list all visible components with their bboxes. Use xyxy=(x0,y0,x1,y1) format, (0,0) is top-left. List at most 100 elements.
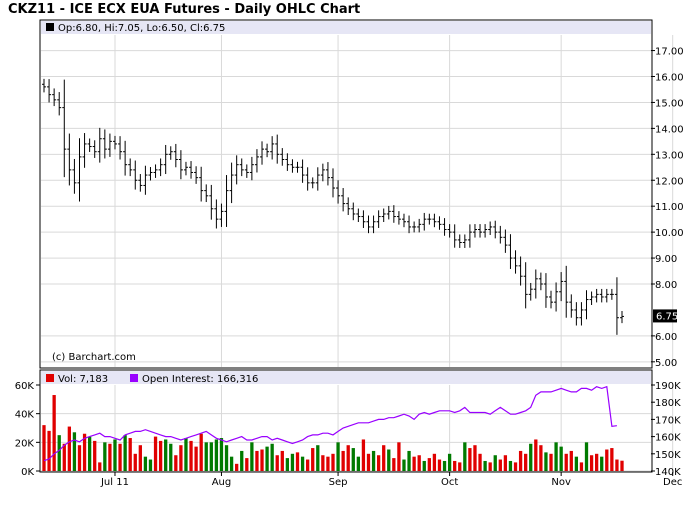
volume-bar xyxy=(437,459,442,471)
volume-bar xyxy=(331,453,335,471)
volume-bar xyxy=(148,459,153,471)
volume-bar xyxy=(336,442,340,471)
volume-bar xyxy=(158,440,163,471)
price-grid xyxy=(41,35,674,367)
open-interest-y-tick-label: 160K xyxy=(655,433,681,444)
volume-bar xyxy=(564,453,568,471)
volume-bar xyxy=(463,442,467,471)
price-y-tick-label: 11.00 xyxy=(655,202,684,213)
ohlc-bar xyxy=(381,208,386,223)
volume-bar xyxy=(544,452,548,471)
open-interest-y-tick-label: 150K xyxy=(655,450,681,461)
ohlc-bar xyxy=(579,302,584,326)
volume-bar xyxy=(62,443,66,471)
ohlc-bar xyxy=(391,205,396,223)
ohlc-bar xyxy=(376,210,381,228)
volume-bar xyxy=(503,455,508,471)
ohlc-bar xyxy=(589,291,594,306)
open-interest-line xyxy=(43,385,617,462)
ohlc-bar xyxy=(260,141,265,165)
watermark: (c) Barchart.com xyxy=(52,352,136,363)
ohlc-bar xyxy=(407,215,412,234)
volume-bar xyxy=(402,459,406,471)
ohlc-bar xyxy=(508,234,513,269)
ohlc-bar xyxy=(148,167,153,181)
volume-bar xyxy=(579,462,584,471)
ohlc-bar xyxy=(209,184,214,220)
price-legend-text: Op:6.80, Hi:7.05, Lo:6.50, Cl:6.75 xyxy=(58,23,225,34)
ohlc-bar xyxy=(609,288,614,300)
ohlc-bar xyxy=(87,138,92,152)
ohlc-bar xyxy=(118,136,123,160)
open-interest-y-axis: 190K 180K 170K 160K 150K 140K xyxy=(651,381,681,478)
ohlc-bar xyxy=(483,224,488,238)
ohlc-bar xyxy=(518,256,523,286)
ohlc-bar xyxy=(285,153,290,171)
volume-bar xyxy=(508,460,513,471)
price-y-tick-label: 14.00 xyxy=(655,124,684,135)
price-panel-frame xyxy=(39,19,653,369)
volume-bar xyxy=(620,460,624,471)
ohlc-bar xyxy=(346,197,351,216)
volume-bar xyxy=(133,453,137,471)
open-interest-y-tick-label: 190K xyxy=(655,381,681,392)
ohlc-bar xyxy=(82,133,87,168)
volume-bar xyxy=(468,448,472,471)
volume-bar xyxy=(72,432,77,471)
ohlc-bar xyxy=(361,210,366,228)
volume-bar xyxy=(77,445,82,471)
ohlc-bar xyxy=(417,218,422,233)
ohlc-bar xyxy=(214,199,219,229)
ohlc-bar xyxy=(275,134,280,164)
volume-bar xyxy=(412,456,416,471)
x-tick-label: Oct xyxy=(441,477,458,488)
ohlc-bar xyxy=(133,160,138,190)
volume-bar xyxy=(453,460,457,471)
chart-title: CKZ11 - ICE ECX EUA Futures - Daily OHLC… xyxy=(8,2,361,17)
ohlc-bar xyxy=(437,216,442,230)
volume-bar xyxy=(321,455,325,471)
volume-bar xyxy=(235,463,239,471)
ohlc-bar xyxy=(604,288,609,303)
volume-bar xyxy=(316,445,320,471)
price-y-tick-label: 5.00 xyxy=(655,358,677,369)
ohlc-bar xyxy=(92,140,97,158)
ohlc-bar xyxy=(62,79,67,178)
volume-bar xyxy=(549,453,553,471)
ohlc-bar xyxy=(168,146,173,160)
volume-bar xyxy=(458,462,462,471)
ohlc-bar xyxy=(143,165,148,195)
ohlc-bar xyxy=(315,167,320,191)
ohlc-bar xyxy=(280,148,285,166)
volume-bar xyxy=(128,438,132,471)
volume-bar xyxy=(574,456,579,471)
volume-bar xyxy=(539,445,543,471)
volume-bar xyxy=(473,445,477,471)
ohlc-bar xyxy=(574,302,579,326)
volume-y-tick-label: 60K xyxy=(15,381,35,392)
volume-bar xyxy=(382,445,386,471)
volume-y-axis: 60K 40K 20K 0K xyxy=(15,381,40,478)
volume-bar xyxy=(584,442,589,471)
volume-bar xyxy=(483,460,487,471)
ohlc-bar xyxy=(422,212,427,231)
ohlc-bar xyxy=(42,78,46,93)
volume-bar xyxy=(407,450,411,471)
ohlc-bar xyxy=(498,225,503,244)
ohlc-bar xyxy=(538,272,543,291)
volume-bar xyxy=(229,456,234,471)
ohlc-bar xyxy=(584,290,589,320)
ohlc-bar xyxy=(356,208,361,223)
ohlc-bar xyxy=(614,277,619,335)
volume-bar xyxy=(250,442,254,471)
volume-bar xyxy=(42,425,46,471)
volume-bar xyxy=(153,436,158,471)
volume-bar xyxy=(346,445,350,471)
ohlc-bar xyxy=(523,262,528,309)
ohlc-bar xyxy=(128,158,133,177)
volume-bar xyxy=(204,442,208,471)
volume-bar xyxy=(255,450,259,471)
price-bars xyxy=(42,78,624,335)
ohlc-bar xyxy=(533,269,538,299)
last-price-value: 6.75 xyxy=(656,311,678,322)
